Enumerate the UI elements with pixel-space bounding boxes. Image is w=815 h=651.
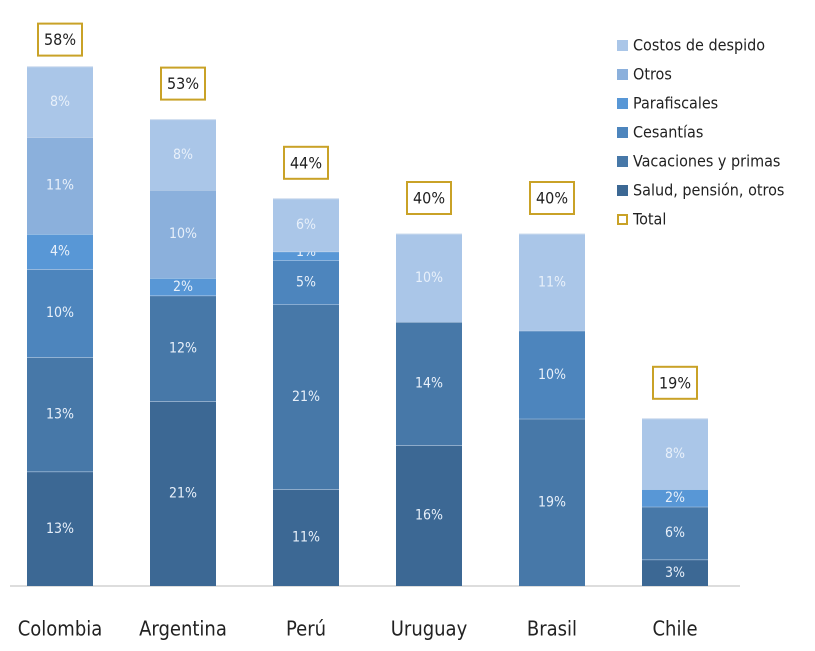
legend-swatch (617, 185, 628, 196)
bar-segment (27, 66, 93, 138)
bar-segment (273, 198, 339, 252)
segment-label: 2% (665, 490, 685, 506)
total-box (283, 145, 329, 180)
segment-label: 11% (46, 178, 74, 194)
bar-segment (150, 295, 216, 402)
total-box (529, 181, 575, 215)
bar-segment (396, 445, 462, 586)
segment-label: 11% (292, 530, 320, 546)
bar-segment (150, 278, 216, 296)
segment-label: 6% (665, 525, 685, 541)
bar-segment (150, 190, 216, 278)
legend-swatch (617, 214, 628, 225)
segment-label: 14% (415, 376, 443, 392)
bar-segment (642, 418, 708, 490)
segment-label: 8% (665, 446, 685, 462)
legend-label: Cesantías (633, 123, 703, 142)
legend-swatch (617, 127, 628, 138)
bar-segment (396, 322, 462, 446)
total-box (160, 66, 206, 101)
segment-label: 21% (292, 389, 320, 405)
bar-segment (150, 401, 216, 586)
total-label: 40% (536, 189, 568, 208)
segment-label: 4% (50, 244, 70, 260)
x-tick-label: Chile (652, 617, 697, 641)
legend-label: Salud, pensión, otros (633, 181, 784, 200)
x-tick-label: Colombia (18, 617, 103, 641)
segment-label: 11% (538, 274, 566, 290)
segment-label: 16% (415, 508, 443, 524)
total-box (652, 365, 698, 400)
total-label: 19% (659, 373, 691, 392)
total-box (406, 181, 452, 215)
segment-label: 3% (665, 565, 685, 581)
bar-segment (642, 489, 708, 507)
bar-segment (519, 418, 585, 586)
legend-label: Parafiscales (633, 94, 718, 113)
legend-label: Otros (633, 65, 672, 84)
x-tick-label: Uruguay (391, 617, 468, 641)
bar-segment (27, 137, 93, 234)
x-tick-label: Brasil (527, 617, 577, 641)
segment-label: 12% (169, 340, 197, 356)
total-label: 40% (413, 189, 445, 208)
legend-swatch (617, 156, 628, 167)
segment-label: 6% (296, 217, 316, 233)
total-box (37, 22, 83, 57)
bar-segment (273, 489, 339, 586)
segment-label: 21% (169, 486, 197, 502)
x-tick-label: Perú (286, 617, 326, 641)
bar-segment (642, 506, 708, 560)
legend-label: Costos de despido (633, 36, 765, 55)
bar-segment (27, 471, 93, 586)
x-tick-label: Argentina (139, 617, 227, 641)
legend-label: Total (632, 210, 666, 229)
segment-label: 2% (173, 279, 193, 295)
total-label: 58% (44, 30, 76, 49)
segment-label: 10% (46, 305, 74, 321)
bar-segment (519, 234, 585, 331)
legend-swatch (617, 69, 628, 80)
bar-segment (396, 234, 462, 322)
total-label: 53% (167, 74, 199, 93)
bar-segment (27, 269, 93, 358)
segment-label: 10% (538, 367, 566, 383)
segment-label: 10% (415, 270, 443, 286)
bar-segment (273, 251, 339, 261)
bar-segment (519, 330, 585, 419)
legend-label: Vacaciones y primas (633, 152, 780, 171)
segment-label: 8% (50, 94, 70, 110)
segment-label: 13% (46, 521, 74, 537)
bar-segment (27, 357, 93, 472)
segment-label: 13% (46, 406, 74, 422)
bar-segment (27, 234, 93, 270)
bar-segment (642, 559, 708, 586)
segment-label: 10% (169, 226, 197, 242)
segment-label: 19% (538, 494, 566, 510)
total-label: 44% (290, 153, 322, 172)
bar-segment (150, 119, 216, 190)
legend-swatch (617, 98, 628, 109)
bar-segment (273, 304, 339, 490)
legend-swatch (617, 40, 628, 51)
segment-label: 5% (296, 274, 316, 290)
bar-segment (273, 260, 339, 305)
segment-label: 8% (173, 147, 193, 163)
